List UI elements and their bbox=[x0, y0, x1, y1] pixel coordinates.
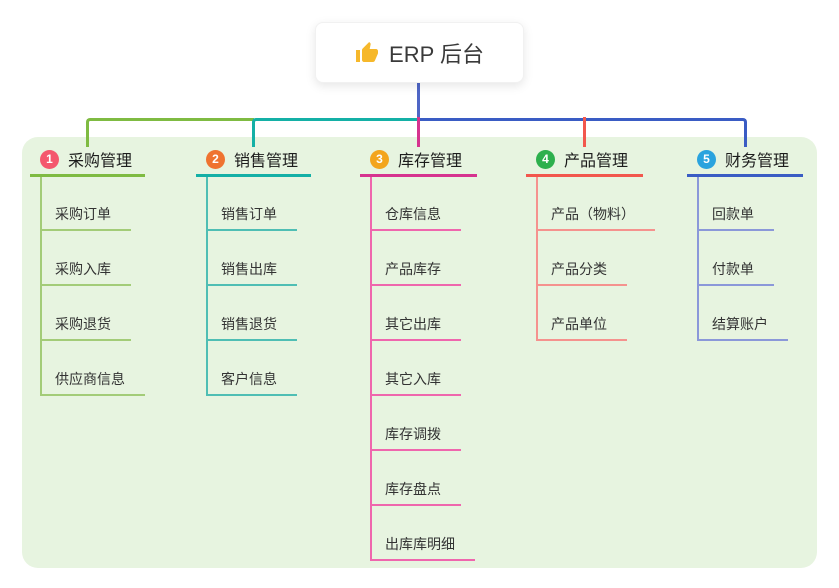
child-topic[interactable]: 采购订单 bbox=[40, 204, 131, 231]
child-topic[interactable]: 库存盘点 bbox=[370, 479, 461, 506]
branch-topic-4[interactable]: 4 产品管理 bbox=[526, 148, 643, 177]
branch-number-badge: 5 bbox=[697, 149, 716, 169]
thumbs-up-icon bbox=[355, 41, 379, 65]
branch-topic-3[interactable]: 3 库存管理 bbox=[360, 148, 477, 177]
connector-branch-3 bbox=[417, 117, 420, 147]
child-topic[interactable]: 仓库信息 bbox=[370, 204, 461, 231]
connector-branch-1 bbox=[86, 118, 254, 147]
connector-children-stem-4 bbox=[536, 176, 538, 341]
connector-children-stem-5 bbox=[697, 176, 699, 341]
connector-children-stem-2 bbox=[206, 176, 208, 396]
branch-topic-label: 销售管理 bbox=[234, 153, 299, 170]
child-topic[interactable]: 其它出库 bbox=[370, 314, 461, 341]
child-topic[interactable]: 供应商信息 bbox=[40, 369, 145, 396]
branch-topic-5[interactable]: 5 财务管理 bbox=[687, 148, 803, 177]
child-topic[interactable]: 产品库存 bbox=[370, 259, 461, 286]
connector-root-stem bbox=[417, 83, 420, 121]
branch-topic-label: 产品管理 bbox=[564, 153, 629, 170]
child-topic[interactable]: 产品（物料） bbox=[536, 204, 655, 231]
child-topic[interactable]: 产品单位 bbox=[536, 314, 627, 341]
connector-branch-5 bbox=[418, 118, 747, 147]
child-topic[interactable]: 采购入库 bbox=[40, 259, 131, 286]
branch-number-badge: 2 bbox=[206, 149, 225, 169]
branches-container bbox=[22, 137, 817, 568]
child-topic[interactable]: 回款单 bbox=[697, 204, 774, 231]
child-topic[interactable]: 库存调拨 bbox=[370, 424, 461, 451]
child-topic[interactable]: 销售出库 bbox=[206, 259, 297, 286]
root-topic-label: ERP 后台 bbox=[389, 41, 484, 67]
child-topic[interactable]: 产品分类 bbox=[536, 259, 627, 286]
connector-children-stem-1 bbox=[40, 176, 42, 396]
child-topic[interactable]: 结算账户 bbox=[697, 314, 788, 341]
child-topic[interactable]: 其它入库 bbox=[370, 369, 461, 396]
connector-children-stem-3 bbox=[370, 176, 372, 561]
child-topic[interactable]: 采购退货 bbox=[40, 314, 131, 341]
branch-topic-1[interactable]: 1 采购管理 bbox=[30, 148, 145, 177]
branch-topic-label: 采购管理 bbox=[68, 153, 133, 170]
root-topic[interactable]: ERP 后台 bbox=[315, 22, 524, 83]
child-topic[interactable]: 客户信息 bbox=[206, 369, 297, 396]
child-topic[interactable]: 付款单 bbox=[697, 259, 774, 286]
branch-number-badge: 3 bbox=[370, 149, 389, 169]
child-topic[interactable]: 销售订单 bbox=[206, 204, 297, 231]
branch-number-badge: 4 bbox=[536, 149, 555, 169]
child-topic[interactable]: 销售退货 bbox=[206, 314, 297, 341]
branch-topic-2[interactable]: 2 销售管理 bbox=[196, 148, 311, 177]
branch-topic-label: 财务管理 bbox=[725, 153, 790, 170]
connector-branch-4 bbox=[583, 117, 586, 147]
connector-branch-2 bbox=[252, 118, 418, 147]
branch-topic-label: 库存管理 bbox=[398, 153, 463, 170]
branch-number-badge: 1 bbox=[40, 149, 59, 169]
child-topic[interactable]: 出库库明细 bbox=[370, 534, 475, 561]
